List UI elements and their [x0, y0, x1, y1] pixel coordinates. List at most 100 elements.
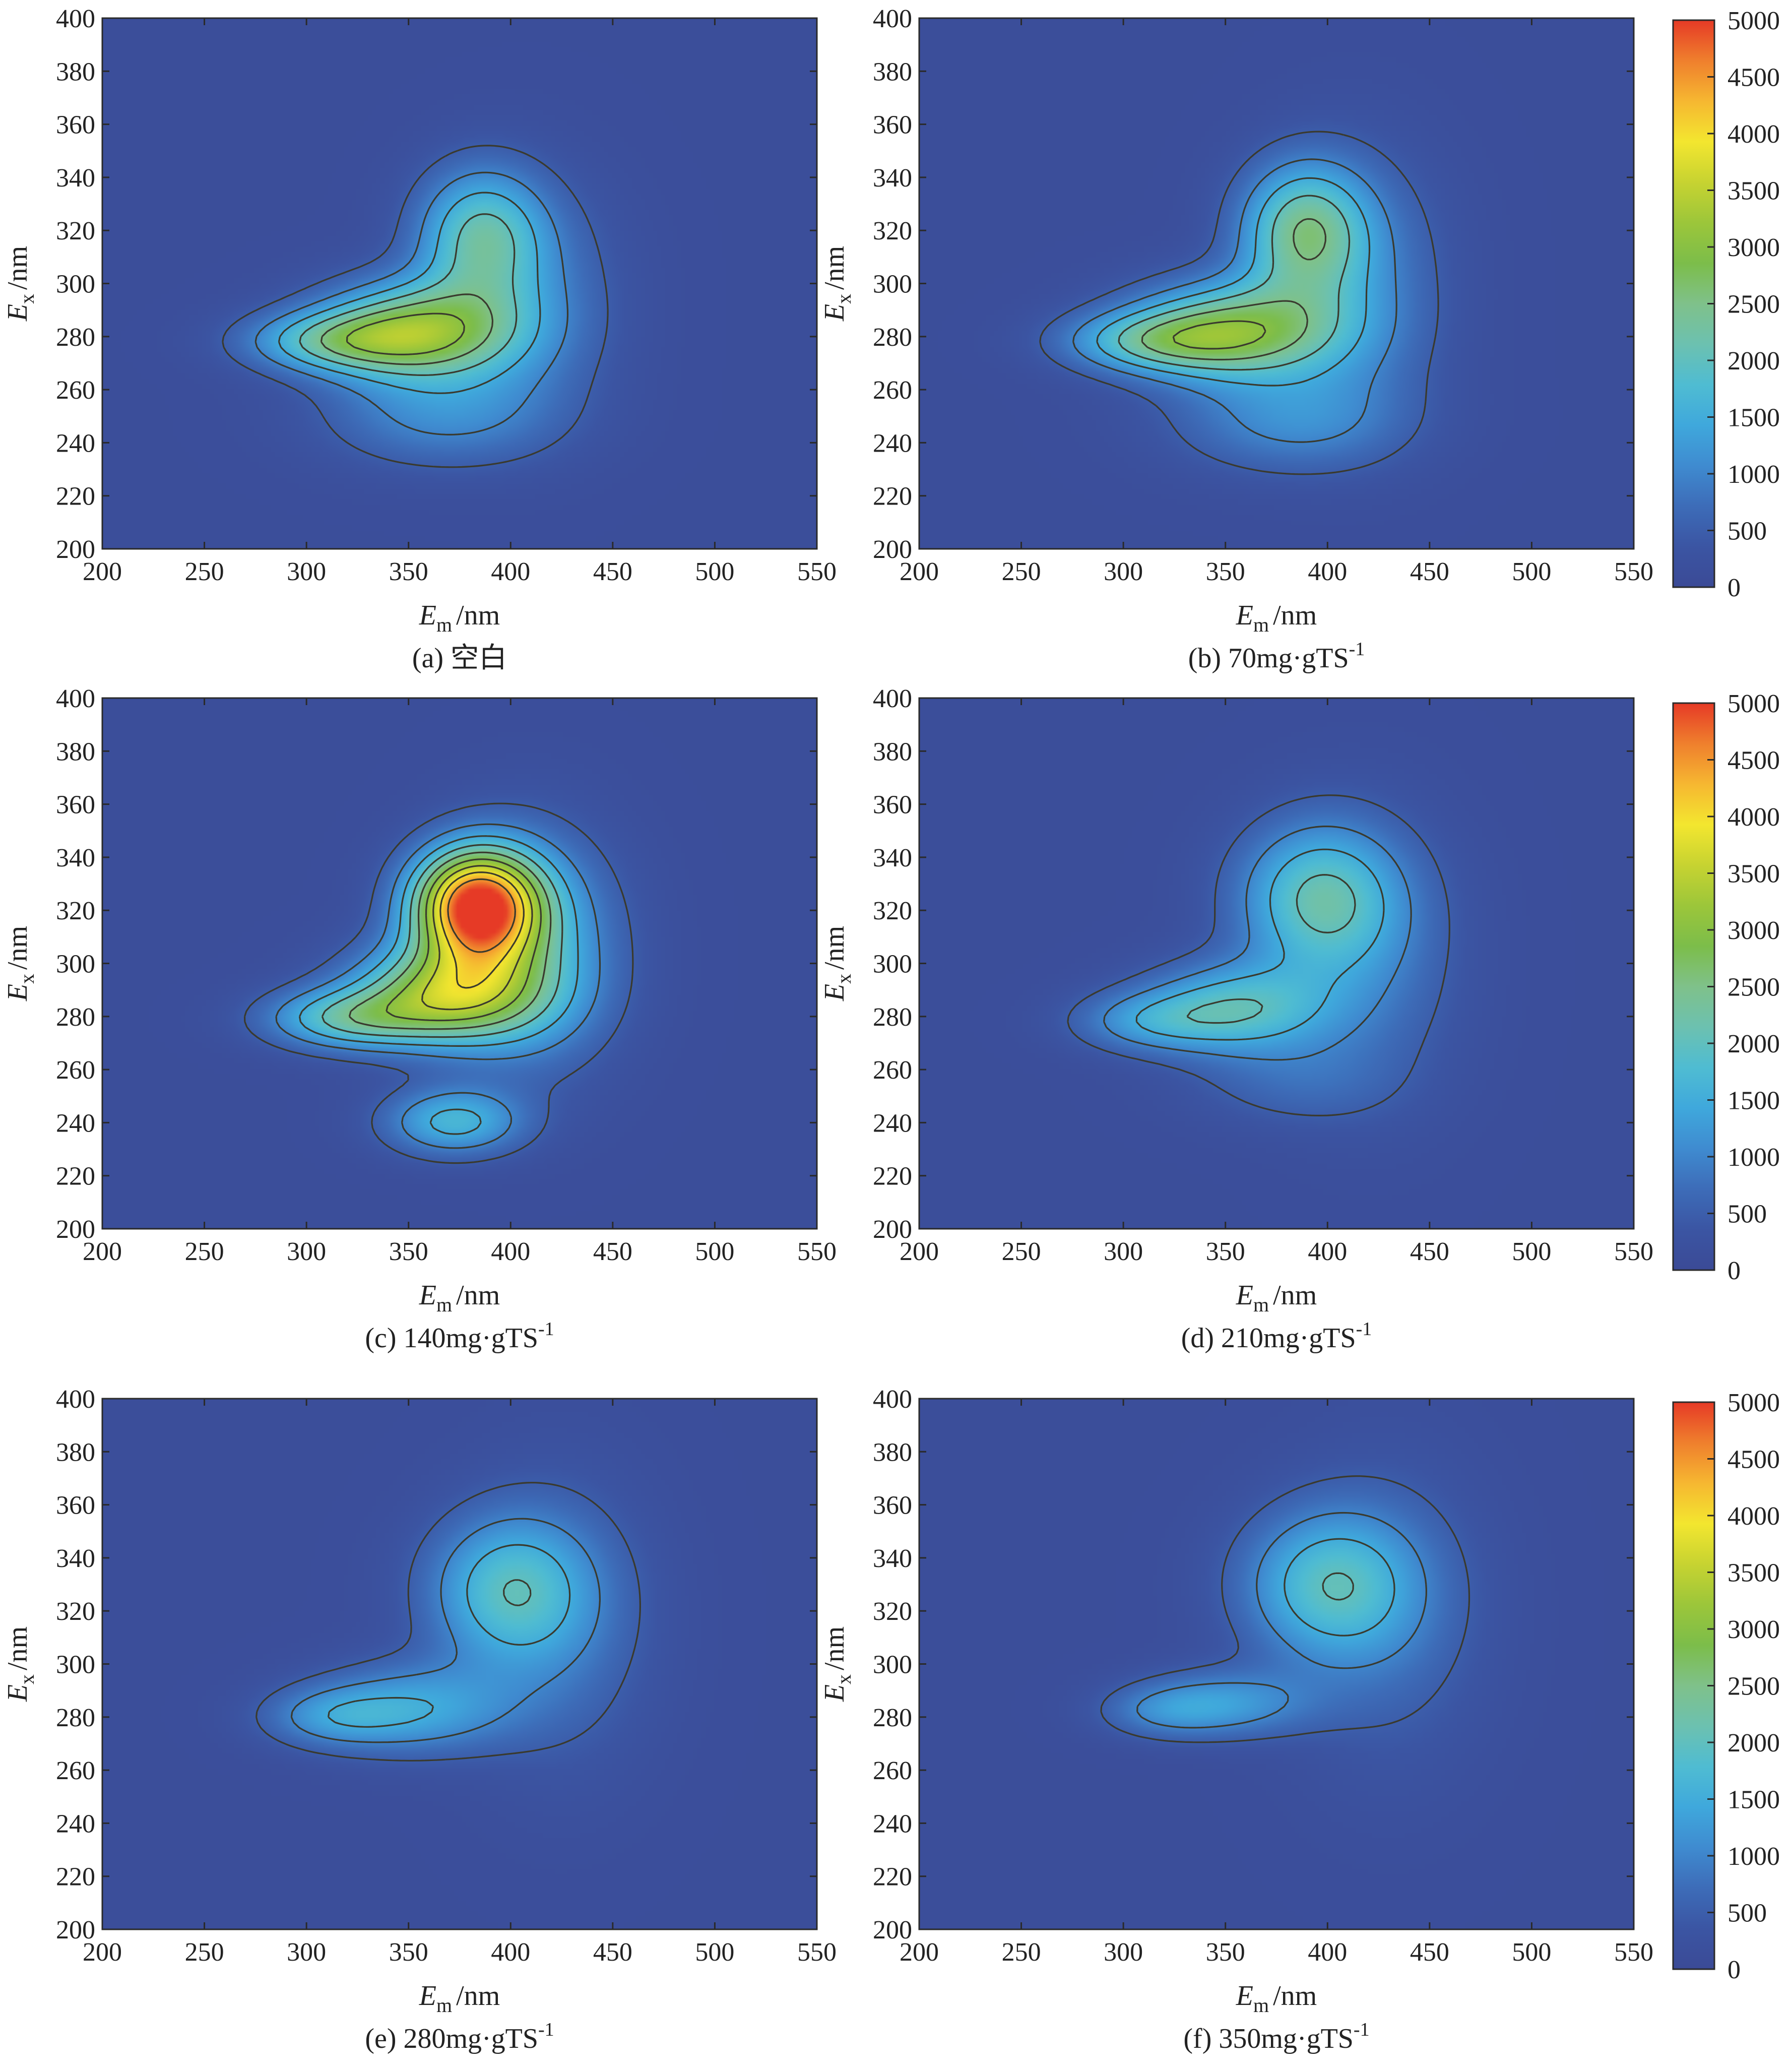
x-axis-label: Em/nm — [419, 1280, 500, 1316]
y-tick-label: 300 — [56, 950, 95, 979]
colorbars-layer: 0500100015002000250030003500400045005000… — [1672, 7, 1780, 1984]
colorbar-tick-label: 0 — [1727, 1956, 1741, 1984]
y-axis-label: Ex/nm — [819, 926, 855, 1001]
x-tick-label: 550 — [1614, 1237, 1653, 1266]
y-tick-label: 340 — [873, 164, 912, 193]
contour-line-1500 — [1096, 177, 1371, 387]
contours-b — [1039, 131, 1439, 475]
x-tick-label: 450 — [593, 1938, 632, 1967]
colorbar-tick-label: 1500 — [1727, 1786, 1780, 1814]
eem-panel-b: 200 250 300 350 400 450 500 550 200 220 240 260 280 3… — [819, 5, 1653, 674]
contour-line-1000 — [275, 823, 601, 1149]
y-tick-label: 240 — [873, 1109, 912, 1138]
colorbar-tick-label: 1500 — [1727, 1087, 1780, 1115]
y-tick-label: 300 — [873, 1651, 912, 1679]
y-tick-label: 320 — [873, 1597, 912, 1626]
contour-line-1000 — [254, 171, 569, 435]
y-tick-label: 280 — [56, 1704, 95, 1732]
x-tick-label: 550 — [1614, 1938, 1653, 1967]
y-tick-label: 280 — [56, 1003, 95, 1032]
colorbar-2: 0 500 1000 1500 2000 2500 3000 3500 4000 4500 5000 — [1672, 689, 1780, 1285]
contour-line-1000 — [1136, 1512, 1427, 1729]
y-tick-label: 340 — [56, 844, 95, 872]
x-tick-label: 500 — [695, 557, 734, 586]
contours-e — [255, 1482, 641, 1762]
colorbar-3: 0 500 1000 1500 2000 2500 3000 3500 4000 4500 5000 — [1672, 1389, 1780, 1984]
contour-line-2000 — [1118, 195, 1351, 371]
y-tick-label: 260 — [873, 1056, 912, 1085]
y-tick-label: 240 — [873, 1809, 912, 1838]
colorbar-tick-label: 3500 — [1727, 177, 1780, 206]
heatmap-a — [102, 18, 817, 549]
x-tick-label: 350 — [389, 557, 428, 586]
y-tick-label: 400 — [56, 1385, 95, 1414]
x-axis-label: Em/nm — [419, 600, 500, 636]
x-tick-label: 550 — [797, 1237, 837, 1266]
contour-line-1500 — [327, 1544, 571, 1728]
x-tick-label: 200 — [83, 1237, 122, 1266]
x-tick-label: 250 — [185, 557, 224, 586]
x-axis-label: Em/nm — [419, 1980, 500, 2017]
colorbar-tick-label: 3500 — [1727, 860, 1780, 889]
y-tick-label: 400 — [56, 5, 95, 33]
colorbar-1: 0 500 1000 1500 2000 2500 3000 3500 4000 4500 5000 — [1672, 7, 1780, 602]
contour-line-2000 — [321, 844, 563, 1038]
colorbar-tick-label: 500 — [1727, 1200, 1767, 1229]
panel-caption-e: (e) 280mg·gTS-1 — [365, 2019, 554, 2054]
contour-line-4500 — [447, 878, 516, 953]
x-axis-label: Em/nm — [1236, 600, 1317, 636]
colorbar-tick-label: 500 — [1727, 517, 1767, 546]
y-axis-label: Ex/nm — [2, 926, 38, 1001]
contour-line-500 — [1100, 1475, 1470, 1743]
contour-line-1000 — [290, 1518, 601, 1743]
contour-line-3500 — [421, 865, 533, 1011]
colorbar-tick-label: 2000 — [1727, 347, 1780, 375]
colorbar-tick-label: 4000 — [1727, 1502, 1780, 1531]
x-tick-label: 300 — [287, 557, 326, 586]
colorbar-tick-label: 2000 — [1727, 1030, 1780, 1058]
contour-line-500 — [1067, 794, 1450, 1116]
x-tick-label: 450 — [1410, 1938, 1449, 1967]
x-tick-label: 300 — [1104, 557, 1143, 586]
x-tick-label: 300 — [287, 1237, 326, 1266]
y-tick-label: 380 — [56, 737, 95, 766]
x-tick-label: 250 — [1002, 1938, 1041, 1967]
contour-line-1500 — [278, 192, 541, 394]
x-tick-label: 450 — [1410, 557, 1449, 586]
contours-f — [1100, 1475, 1470, 1743]
colorbar-tick-label: 2500 — [1727, 290, 1780, 319]
x-tick-label: 400 — [491, 1938, 530, 1967]
y-tick-label: 380 — [56, 1438, 95, 1467]
x-tick-label: 200 — [83, 557, 122, 586]
heatmap-f — [919, 1399, 1634, 1929]
y-axis-label: Ex/nm — [2, 246, 38, 322]
heatmap-d — [919, 698, 1634, 1229]
colorbar-tick-label: 0 — [1727, 1257, 1741, 1285]
y-tick-label: 340 — [873, 844, 912, 872]
x-tick-label: 450 — [1410, 1237, 1449, 1266]
y-tick-label: 380 — [873, 737, 912, 766]
y-tick-label: 360 — [873, 111, 912, 140]
y-tick-label: 200 — [56, 535, 95, 564]
colorbar-tick-label: 5000 — [1727, 1389, 1780, 1417]
y-tick-label: 260 — [873, 1756, 912, 1785]
x-tick-label: 500 — [695, 1938, 734, 1967]
x-tick-label: 550 — [797, 557, 837, 586]
x-tick-label: 200 — [900, 1237, 939, 1266]
colorbar-tick-label: 500 — [1727, 1899, 1767, 1928]
panel-caption-b: (b) 70mg·gTS-1 — [1188, 639, 1365, 674]
x-tick-label: 250 — [185, 1938, 224, 1967]
contour-line-1000 — [1103, 826, 1412, 1061]
x-tick-label: 500 — [695, 1237, 734, 1266]
y-tick-label: 220 — [873, 482, 912, 511]
y-tick-label: 360 — [56, 791, 95, 820]
colorbar-tick-label: 1000 — [1727, 1143, 1780, 1172]
heatmap-e — [102, 1399, 817, 1929]
y-tick-label: 380 — [873, 57, 912, 86]
panel-caption-a: (a) 空白 — [412, 643, 507, 674]
y-tick-label: 240 — [56, 1809, 95, 1838]
x-tick-label: 300 — [1104, 1938, 1143, 1967]
y-tick-label: 240 — [873, 429, 912, 458]
y-tick-label: 280 — [873, 323, 912, 352]
eem-panel-a: 200 250 300 350 400 450 500 550 200 220 240 260 280 3… — [2, 5, 837, 674]
